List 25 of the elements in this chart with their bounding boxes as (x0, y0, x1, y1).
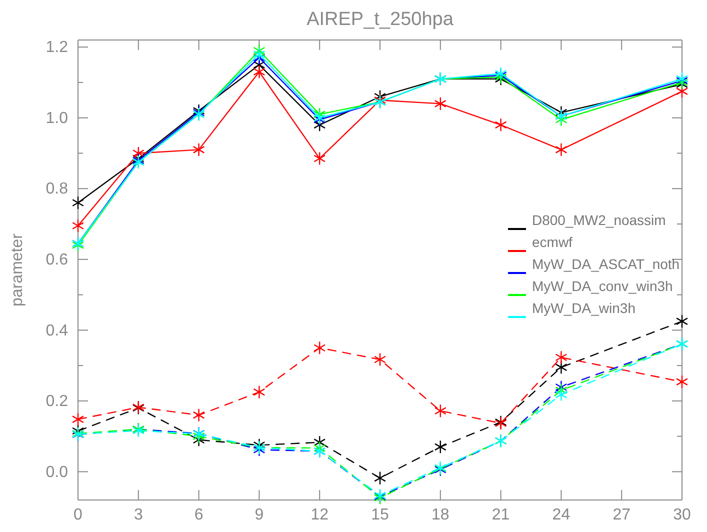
y-tick-label: 0.4 (46, 322, 68, 340)
x-tick-label: 6 (194, 506, 204, 524)
x-tick-label: 0 (74, 506, 83, 524)
x-tick-label: 12 (310, 506, 329, 524)
x-tick-label: 21 (492, 506, 510, 524)
y-tick-label: 1.2 (46, 39, 68, 56)
legend-label: MyW_DA_ASCAT_noth (532, 256, 680, 272)
chart-title: AIREP_t_250hpa (306, 9, 454, 30)
y-tick-label: 0.8 (46, 180, 68, 198)
x-tick-label: 18 (432, 506, 450, 524)
y-tick-label: 0.0 (46, 464, 68, 481)
x-tick-label: 3 (134, 506, 143, 524)
legend-label: MyW_DA_conv_win3h (532, 278, 673, 294)
x-tick-label: 30 (673, 506, 691, 524)
y-tick-label: 0.6 (46, 252, 68, 269)
legend-label: ecmwf (532, 234, 573, 250)
y-tick-label: 0.2 (46, 393, 68, 410)
x-tick-label: 24 (552, 506, 570, 524)
y-axis-title: parameter (9, 232, 26, 306)
y-tick-label: 1.0 (46, 110, 68, 127)
x-tick-label: 9 (254, 506, 264, 524)
x-tick-label: 15 (371, 506, 389, 524)
legend-label: MyW_DA_win3h (532, 300, 636, 316)
legend-label: D800_MW2_noassim (532, 212, 666, 228)
x-tick-label: 27 (612, 506, 631, 524)
